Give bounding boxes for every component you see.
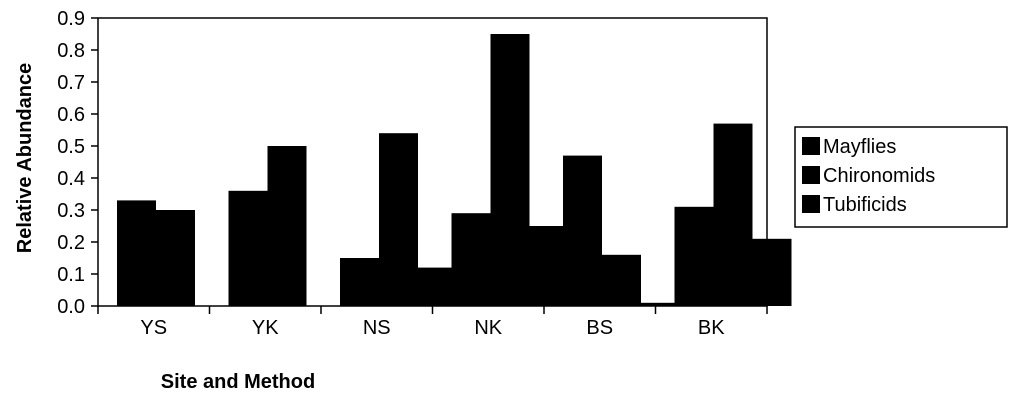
y-tick-label: 0.4 [57, 168, 85, 190]
bar-tubificids-nk [529, 226, 569, 306]
x-tick-label: BK [698, 317, 725, 339]
bar-mayflies-ys [117, 200, 156, 306]
y-tick-label: 0.7 [57, 72, 85, 94]
legend-swatch-tubificids [802, 195, 820, 213]
legend-label-tubificids: Tubificids [823, 194, 907, 216]
bar-chironomids-yk [267, 146, 307, 306]
legend-box [794, 126, 1008, 228]
x-tick-label: YS [140, 317, 167, 339]
bar-chironomids-bk [713, 123, 753, 306]
bar-chironomids-nk [490, 34, 530, 306]
bar-mayflies-nk [451, 213, 491, 306]
bar-chironomids-bs [602, 254, 641, 306]
y-tick-label: 0.8 [57, 40, 85, 62]
x-tick-label: BS [586, 317, 613, 339]
bar-mayflies-bs [563, 155, 602, 306]
x-tick-label: YK [252, 317, 279, 339]
plot-frame [97, 17, 768, 307]
bar-tubificids-ns [418, 267, 457, 306]
y-tick-label: 0.1 [57, 264, 85, 286]
legend-label-chironomids: Chironomids [823, 165, 935, 187]
x-tick-label: NK [474, 317, 502, 339]
y-tick-label: 0.0 [57, 296, 85, 318]
bar-mayflies-bk [674, 206, 714, 306]
bar-chironomids-ns [379, 133, 418, 306]
bar-tubificids-bk [752, 238, 792, 306]
legend-swatch-mayflies [802, 137, 820, 155]
y-tick-label: 0.9 [57, 8, 85, 30]
bar-mayflies-yk [228, 190, 268, 306]
legend-swatch-chironomids [802, 166, 820, 184]
legend: Mayflies Chironomids Tubificids [794, 126, 1008, 228]
x-axis-title: Site and Method [161, 371, 315, 393]
plot-area: 0.0 0.1 0.2 0.3 0.4 0.5 0.6 0.7 0.8 0.9 YS YK NS NK BS… [57, 8, 792, 339]
y-tick-label: 0.3 [57, 200, 85, 222]
legend-label-mayflies: Mayflies [823, 136, 896, 158]
bar-tubificids-bs [641, 302, 680, 306]
x-tick-label: NS [363, 317, 391, 339]
y-tick-label: 0.2 [57, 232, 85, 254]
bar-mayflies-ns [340, 258, 379, 306]
y-tick-label: 0.6 [57, 104, 85, 126]
y-tick-label: 0.5 [57, 136, 85, 158]
y-axis-title: Relative Abundance [14, 63, 36, 253]
bar-chironomids-ys [156, 210, 195, 306]
